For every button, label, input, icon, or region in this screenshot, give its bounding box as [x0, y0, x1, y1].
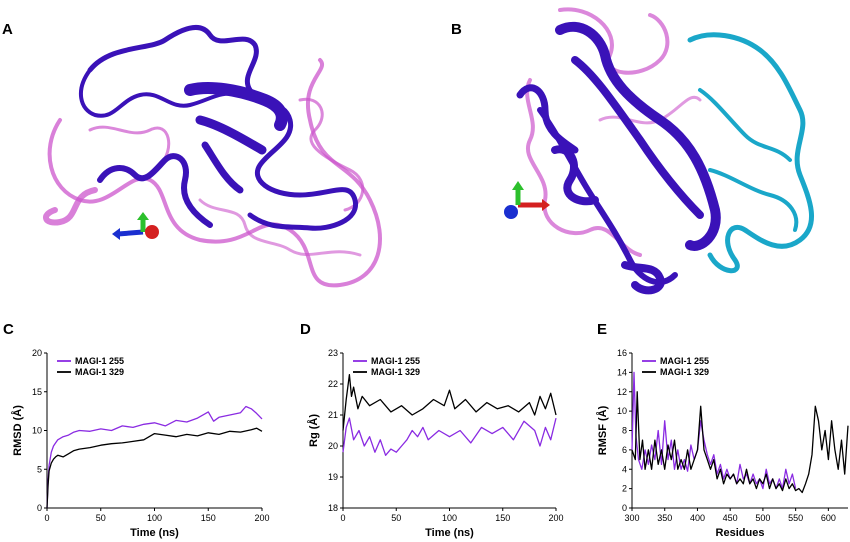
x-tick-label: 0 — [340, 513, 345, 523]
x-tick-label: 500 — [755, 513, 770, 523]
series-line-magi-1-255 — [631, 371, 797, 490]
x-tick-label: 200 — [254, 513, 269, 523]
y-tick-label: 21 — [328, 410, 338, 420]
series-line-magi-1-255 — [46, 405, 263, 509]
y-tick-label: 18 — [328, 503, 338, 513]
x-tick-label: 100 — [147, 513, 162, 523]
legend-label: MAGI-1 329 — [660, 367, 709, 377]
panel-letter-e: E — [597, 321, 607, 338]
x-tick-label: 200 — [548, 513, 563, 523]
legend-label: MAGI-1 255 — [660, 356, 709, 366]
y-tick-label: 5 — [37, 464, 42, 474]
x-tick-label: 300 — [624, 513, 639, 523]
y-tick-label: 20 — [328, 441, 338, 451]
x-axis-title: Residues — [716, 527, 765, 539]
legend-label: MAGI-1 329 — [75, 367, 124, 377]
y-axis-title: RMSD (Å) — [11, 405, 24, 456]
y-tick-label: 8 — [622, 426, 627, 436]
y-tick-label: 16 — [617, 348, 627, 358]
x-tick-label: 450 — [723, 513, 738, 523]
series-line-magi-1-329 — [631, 391, 849, 494]
y-tick-label: 23 — [328, 348, 338, 358]
panel-a: A — [2, 21, 382, 288]
panel-letter-a: A — [2, 21, 13, 38]
x-tick-label: 400 — [690, 513, 705, 523]
y-tick-label: 0 — [622, 503, 627, 513]
protein-structure-a — [43, 24, 382, 288]
x-tick-label: 50 — [391, 513, 401, 523]
x-tick-label: 100 — [442, 513, 457, 523]
x-tick-label: 350 — [657, 513, 672, 523]
panel-letter-d: D — [300, 321, 311, 338]
series-line-magi-1-255 — [342, 417, 557, 456]
y-tick-label: 4 — [622, 464, 627, 474]
y-tick-label: 14 — [617, 367, 627, 377]
x-tick-label: 150 — [201, 513, 216, 523]
y-tick-label: 22 — [328, 379, 338, 389]
y-tick-label: 15 — [32, 387, 42, 397]
y-tick-label: 20 — [32, 348, 42, 358]
y-axis-title: RMSF (Å) — [596, 405, 609, 455]
protein-structure-b — [516, 7, 815, 295]
y-tick-label: 12 — [617, 387, 627, 397]
x-axis-title: Time (ns) — [130, 527, 179, 539]
series-line-magi-1-329 — [342, 374, 557, 431]
chart-d-rg: 18 19 20 21 22 23 0 50 100 150 200 Time (ns) Rg (Å) M… — [307, 348, 564, 539]
y-tick-label: 19 — [328, 472, 338, 482]
x-tick-label: 50 — [96, 513, 106, 523]
x-tick-label: 150 — [495, 513, 510, 523]
y-axis-title: Rg (Å) — [307, 414, 320, 447]
panel-b: B — [451, 7, 815, 295]
x-tick-label: 0 — [44, 513, 49, 523]
axis-gizmo-a — [112, 212, 159, 240]
x-tick-label: 600 — [821, 513, 836, 523]
x-tick-label: 550 — [788, 513, 803, 523]
series-line-magi-1-329 — [46, 427, 263, 509]
legend-label: MAGI-1 255 — [75, 356, 124, 366]
axis-gizmo-b — [504, 181, 550, 219]
y-tick-label: 10 — [617, 406, 627, 416]
x-axis-title: Time (ns) — [425, 527, 474, 539]
y-tick-label: 2 — [622, 484, 627, 494]
legend-label: MAGI-1 255 — [371, 356, 420, 366]
y-tick-label: 6 — [622, 445, 627, 455]
y-tick-label: 0 — [37, 503, 42, 513]
legend-label: MAGI-1 329 — [371, 367, 420, 377]
y-tick-label: 10 — [32, 426, 42, 436]
panel-letter-b: B — [451, 21, 462, 38]
chart-e-rmsf: 0 2 4 6 8 10 12 14 16 300 350 400 450 500 550 600 Residu… — [596, 348, 849, 539]
panel-letter-c: C — [3, 321, 14, 338]
